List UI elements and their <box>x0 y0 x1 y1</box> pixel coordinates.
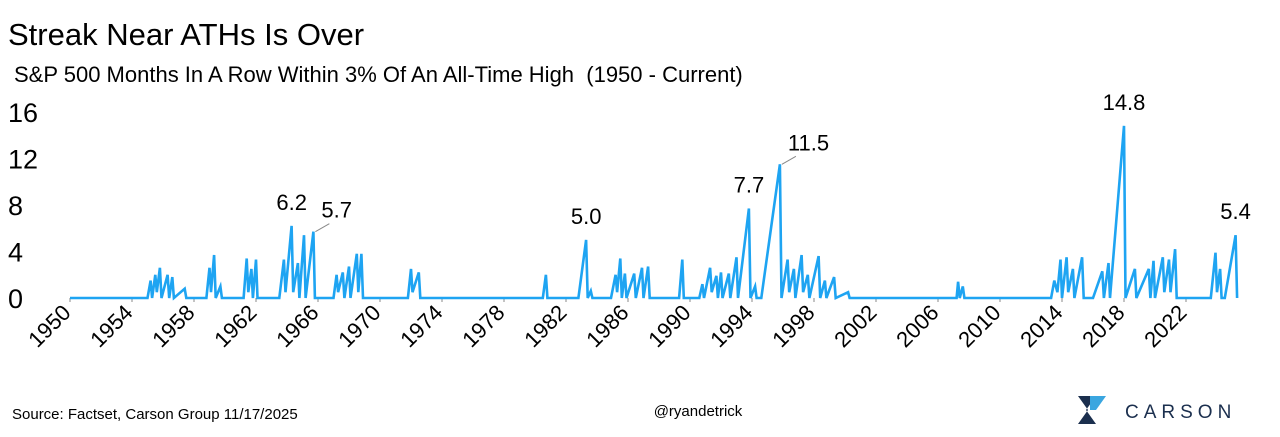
annotation: 11.5 <box>788 130 829 155</box>
y-tick-label: 4 <box>8 238 23 268</box>
y-tick-label: 12 <box>8 145 38 175</box>
credit: @ryandetrick <box>654 403 743 420</box>
data-line <box>70 125 1239 301</box>
chart-subtitle: S&P 500 Months In A Row Within 3% Of An … <box>14 62 743 87</box>
logo-icon <box>1078 396 1106 424</box>
annotation: 5.0 <box>571 204 602 229</box>
y-tick-label: 16 <box>8 98 38 128</box>
logo-text: CARSON <box>1125 402 1236 423</box>
annotation: 14.8 <box>1103 90 1146 115</box>
annotation: 7.7 <box>734 172 765 197</box>
annotation: 6.2 <box>276 190 307 215</box>
annotation-leader <box>315 223 330 233</box>
logo-chevron <box>1078 396 1096 424</box>
chart-title: Streak Near ATHs Is Over <box>8 17 364 52</box>
logo-chevron <box>1090 396 1106 410</box>
source: Source: Factset, Carson Group 11/17/2025 <box>12 406 298 423</box>
y-tick-label: 8 <box>8 191 23 221</box>
annotation: 5.7 <box>321 198 352 223</box>
y-tick-label: 0 <box>8 284 23 314</box>
annotation: 5.4 <box>1220 199 1251 224</box>
annotation-leader <box>781 155 797 165</box>
